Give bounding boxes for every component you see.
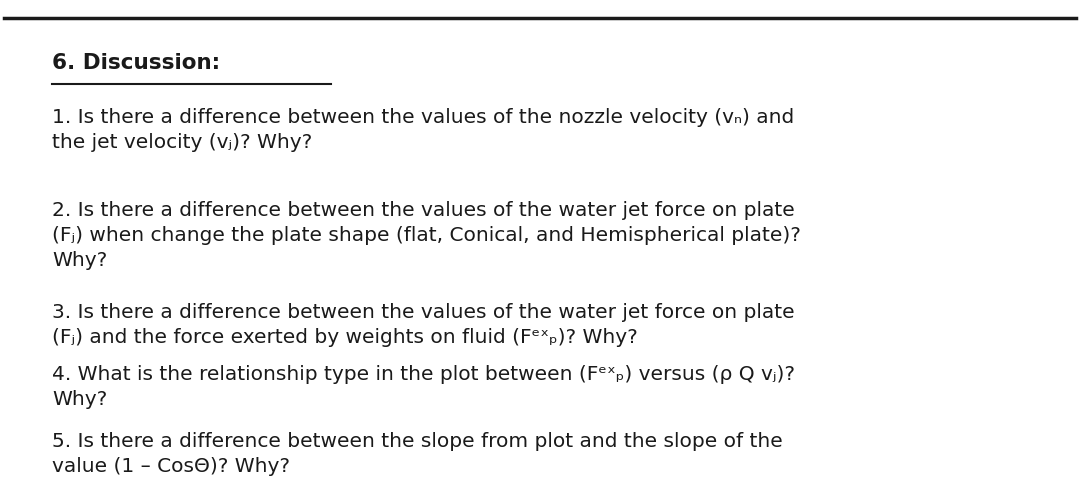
Text: 4. What is the relationship type in the plot between (Fᵉˣₚ) versus (ρ Q vⱼ)?
Why: 4. What is the relationship type in the … xyxy=(53,365,795,409)
Text: 5. Is there a difference between the slope from plot and the slope of the
value : 5. Is there a difference between the slo… xyxy=(53,432,783,476)
Text: 6. Discussion:: 6. Discussion: xyxy=(53,53,220,73)
Text: 3. Is there a difference between the values of the water jet force on plate
(Fⱼ): 3. Is there a difference between the val… xyxy=(53,302,795,347)
Text: 1. Is there a difference between the values of the nozzle velocity (vₙ) and
the : 1. Is there a difference between the val… xyxy=(53,108,795,152)
Text: 2. Is there a difference between the values of the water jet force on plate
(Fⱼ): 2. Is there a difference between the val… xyxy=(53,201,801,270)
